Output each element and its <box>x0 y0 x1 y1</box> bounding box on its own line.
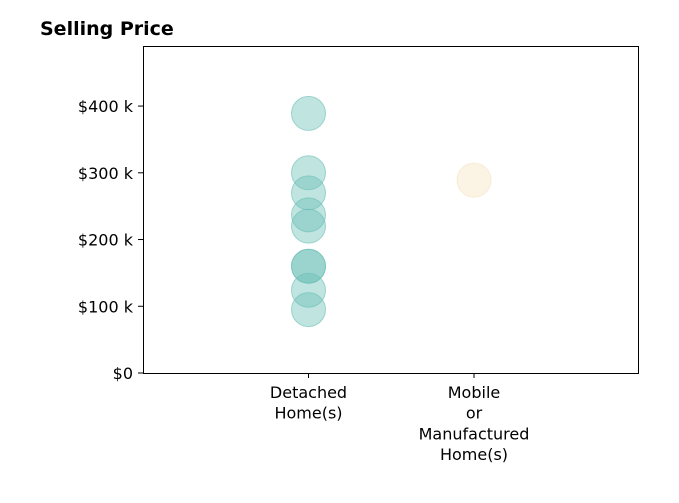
data-point <box>291 175 326 211</box>
x-tick-label: Mobile <box>448 383 500 402</box>
data-point <box>291 208 326 244</box>
data-points <box>291 95 492 328</box>
y-tick-label: $100 k <box>78 297 134 316</box>
y-tick-label: $300 k <box>78 164 134 183</box>
data-point <box>291 95 326 131</box>
x-tick-label: Home(s) <box>440 445 508 464</box>
data-point <box>291 292 326 328</box>
y-axis: $0 $100 k $200 k $300 k $400 k <box>78 97 143 383</box>
plot-frame <box>143 46 639 374</box>
data-point <box>291 197 326 233</box>
data-point <box>291 272 326 308</box>
x-tick-label: or <box>466 404 483 423</box>
x-tick-label: Manufactured <box>419 424 530 443</box>
y-tick-label: $400 k <box>78 97 134 116</box>
data-point <box>456 162 492 198</box>
data-point <box>291 155 326 191</box>
x-tick-label: Detached <box>270 383 347 402</box>
data-point <box>291 248 326 284</box>
y-tick-label: $200 k <box>78 231 134 250</box>
chart-title: Selling Price <box>40 18 174 40</box>
x-tick-label: Home(s) <box>274 404 342 423</box>
y-tick-label: $0 <box>113 364 133 383</box>
